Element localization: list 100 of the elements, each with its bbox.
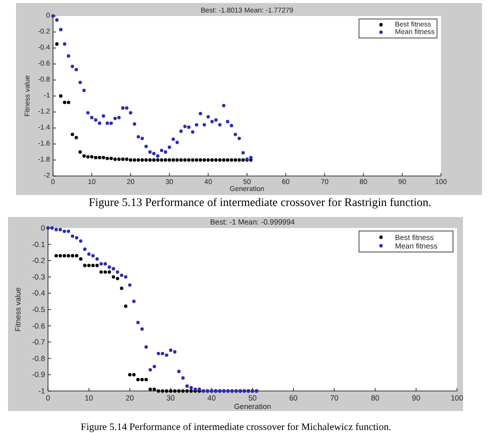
point [214,118,218,122]
point [78,80,82,84]
point [189,389,193,393]
point [173,389,176,393]
point [74,136,78,140]
point [144,378,148,382]
point [124,304,128,308]
point [132,373,136,376]
point [86,111,90,114]
point [198,112,202,116]
point [98,156,102,160]
point [110,156,113,160]
point [128,111,132,114]
point [168,146,172,149]
point [91,254,95,258]
point [83,248,87,251]
point [79,257,82,261]
point [125,106,128,110]
point [102,156,106,160]
point [189,386,193,390]
point [120,286,124,290]
point [222,104,226,108]
point [238,158,241,162]
point [99,270,103,274]
point [185,389,189,393]
point [98,122,102,125]
point [160,389,164,393]
point [156,158,160,162]
point [202,158,206,162]
point [148,368,152,372]
point [121,158,125,161]
point [183,158,187,162]
point [62,230,66,233]
point [106,122,110,125]
point [102,114,106,118]
point [59,94,62,98]
point [234,132,238,136]
point [144,144,148,148]
caption: Figure 5.13 Performance of intermediate crossover for Rastrigin function. [88,196,432,209]
point [218,158,222,162]
point [128,158,132,162]
point [70,64,74,68]
point [62,42,66,46]
point [156,352,160,356]
point [74,68,78,72]
point [190,158,194,162]
point [140,378,144,382]
point [58,228,62,232]
point [74,236,78,240]
point [54,254,58,258]
point [112,275,116,279]
point [140,327,144,331]
point [113,116,117,120]
point [206,115,210,118]
point [179,130,183,133]
point [106,156,110,160]
point [62,100,66,104]
point [169,348,172,352]
point [55,42,59,46]
point [164,389,168,393]
point [128,283,132,287]
point [113,158,117,161]
point [218,123,222,126]
point [94,118,98,122]
point [172,158,175,162]
point [87,264,91,268]
point [177,370,181,374]
point [62,254,66,258]
point [148,158,152,162]
point [187,158,190,162]
point [202,123,206,126]
point [117,158,121,161]
point [238,136,241,140]
point [152,158,156,162]
point [74,254,78,258]
point [164,158,168,162]
point [70,234,74,238]
point [136,320,140,324]
point [206,158,210,162]
point [156,389,160,393]
point [175,158,179,162]
point [140,136,144,140]
point [230,158,234,162]
point [99,262,103,266]
point [95,264,99,268]
point [168,158,172,162]
point [91,264,95,268]
point [87,252,91,256]
point [156,154,160,158]
point [241,151,245,154]
point [121,106,125,110]
point [116,276,120,280]
point [95,257,99,261]
point [110,122,113,125]
point [116,270,120,274]
point [66,230,70,233]
point [183,124,187,128]
point [185,384,189,388]
point [58,254,62,258]
point [175,140,179,144]
